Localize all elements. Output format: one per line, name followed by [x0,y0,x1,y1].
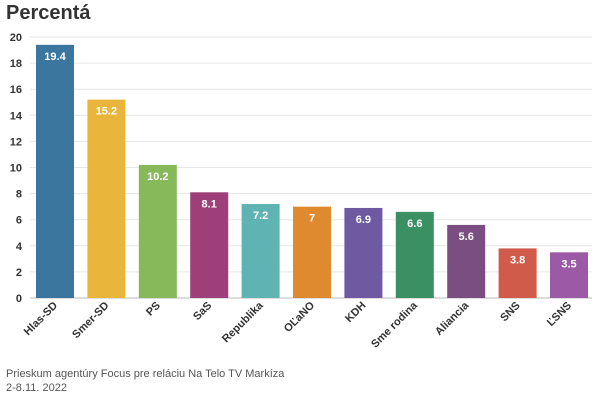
bar-0 [36,44,74,298]
y-tick-label: 4 [16,241,23,253]
y-tick-label: 0 [16,293,22,305]
x-tick-label: ĽSNS [545,300,574,329]
y-tick-label: 18 [10,58,22,70]
bar-7 [395,211,434,298]
y-tick-label: 20 [10,32,22,44]
bar-value-labels: 19.4 15.2 10.2 8.1 7.2 7 6.9 6.6 5.6 3.8 3.5 [44,51,576,270]
bar-value-label: 5.6 [459,231,474,243]
x-tick-label: Republika [220,299,266,345]
bar-value-label: 7 [309,213,315,225]
bar-value-label: 3.5 [561,258,576,270]
bar-value-label: 10.2 [147,171,168,183]
y-tick-label: 12 [10,136,22,148]
y-tick-label: 8 [16,189,22,201]
bar-value-label: 19.4 [44,51,66,63]
x-tick-label: Sme rodina [369,299,420,350]
bar-10 [550,252,588,298]
bar-4 [241,204,280,298]
source-note: Prieskum agentúry Focus pre reláciu Na T… [6,368,285,380]
bar-value-label: 15.2 [96,106,117,118]
x-tick-label: Aliancia [433,299,472,338]
y-tick-label: 14 [10,110,23,122]
bar-value-label: 7.2 [253,210,268,222]
x-tick-label: SNS [498,300,522,324]
x-tick-label: KDH [343,300,368,325]
date-note: 2-8.11. 2022 [6,382,67,394]
bar-2 [138,164,177,298]
y-axis-ticks: 0 2 4 6 8 10 12 14 16 18 20 [10,32,23,305]
x-tick-label: Hlas-SD [22,300,60,338]
bar-3 [190,192,229,298]
chart-title: Percentá [6,2,91,24]
y-tick-label: 16 [10,84,22,96]
x-tick-label: PS [144,300,163,319]
bar-5 [293,206,331,298]
bar-9 [498,248,537,298]
bar-8 [447,224,486,298]
y-tick-label: 6 [16,215,22,227]
bar-value-label: 3.8 [510,254,525,266]
x-tick-label: OĽaNO [282,299,318,335]
bar-value-label: 6.9 [356,214,371,226]
bar-1 [87,99,126,298]
bar-value-label: 6.6 [407,218,422,230]
x-axis-ticks: Hlas-SD Smer-SD PS SaS Republika OĽaNO KDH Sme … [22,299,574,350]
bar-value-label: 8.1 [202,198,217,210]
y-tick-label: 10 [10,163,22,175]
x-tick-label: SaS [191,300,214,323]
bars [36,44,588,298]
bar-6 [344,207,383,298]
y-tick-label: 2 [16,267,22,279]
x-tick-label: Smer-SD [70,300,111,341]
